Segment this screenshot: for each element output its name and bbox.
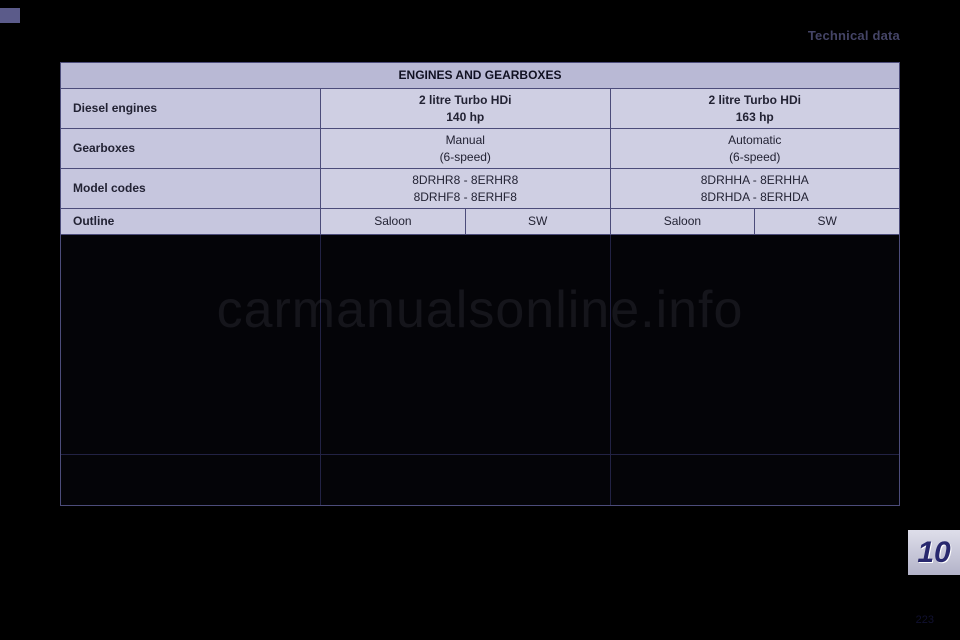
model-codes-col2-line1: 8DRHHA - 8ERHHA [701,172,809,188]
diesel-col2: 2 litre Turbo HDi 163 hp [611,89,900,129]
outline-c3: Saloon [611,209,756,235]
body-row-small [61,455,899,505]
model-codes-col2-line2: 8DRHDA - 8ERHDA [701,189,809,205]
gearboxes-col1: Manual (6-speed) [321,129,611,169]
body-lbl-2 [61,455,321,505]
gearboxes-col1-line2: (6-speed) [440,149,491,165]
diesel-engines-row: Diesel engines 2 litre Turbo HDi 140 hp … [61,89,899,129]
body-row-large [61,235,899,455]
gearboxes-row: Gearboxes Manual (6-speed) Automatic (6-… [61,129,899,169]
diesel-col2-line1: 2 litre Turbo HDi [709,92,801,108]
model-codes-row: Model codes 8DRHR8 - 8ERHR8 8DRHF8 - 8ER… [61,169,899,209]
gearboxes-col2: Automatic (6-speed) [611,129,900,169]
body-val-1a [321,235,611,455]
model-codes-label: Model codes [61,169,321,209]
chapter-number: 10 [917,536,950,570]
outline-c2: SW [466,209,611,235]
outline-row: Outline Saloon SW Saloon SW [61,209,899,235]
accent-bar [0,8,20,23]
gearboxes-col1-line1: Manual [446,132,485,148]
body-val-1b [611,235,900,455]
page-number: 223 [916,614,934,626]
model-codes-col2: 8DRHHA - 8ERHHA 8DRHDA - 8ERHDA [611,169,900,209]
gearboxes-label: Gearboxes [61,129,321,169]
model-codes-col1: 8DRHR8 - 8ERHR8 8DRHF8 - 8ERHF8 [321,169,611,209]
outline-c4: SW [755,209,899,235]
diesel-col1-line1: 2 litre Turbo HDi [419,92,511,108]
outline-c1: Saloon [321,209,466,235]
gearboxes-col2-line1: Automatic [728,132,781,148]
diesel-col1-line2: 140 hp [446,109,484,125]
section-title: Technical data [808,28,900,43]
diesel-label: Diesel engines [61,89,321,129]
body-val-2b [611,455,900,505]
table-main-header: ENGINES AND GEARBOXES [61,63,899,89]
outline-label: Outline [61,209,321,235]
model-codes-col1-line2: 8DRHF8 - 8ERHF8 [414,189,517,205]
diesel-col2-line2: 163 hp [736,109,774,125]
chapter-badge: 10 [908,530,960,575]
table-header-row: ENGINES AND GEARBOXES [61,63,899,89]
body-lbl-1 [61,235,321,455]
body-val-2a [321,455,611,505]
engines-gearboxes-table: ENGINES AND GEARBOXES Diesel engines 2 l… [60,62,900,506]
diesel-col1: 2 litre Turbo HDi 140 hp [321,89,611,129]
gearboxes-col2-line2: (6-speed) [729,149,780,165]
model-codes-col1-line1: 8DRHR8 - 8ERHR8 [412,172,518,188]
